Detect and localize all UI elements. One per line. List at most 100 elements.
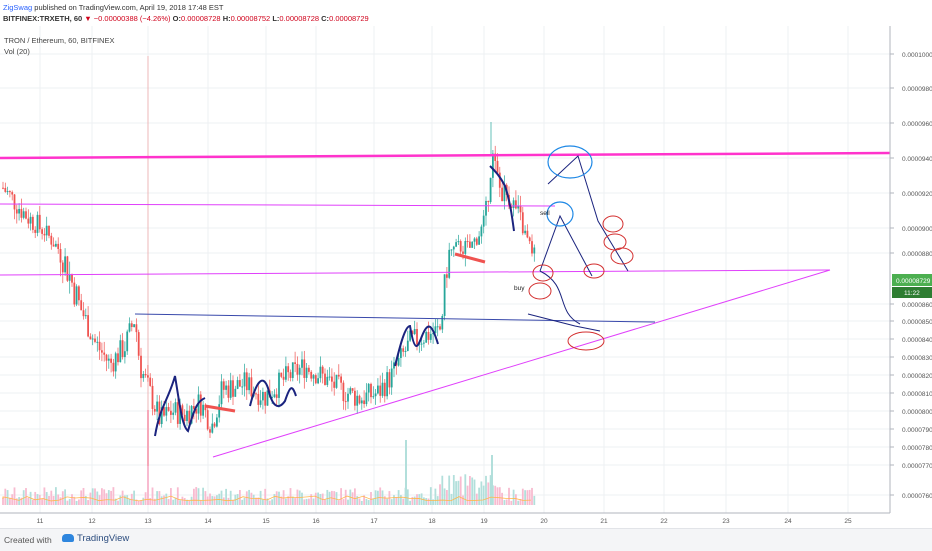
candle-body <box>510 206 513 209</box>
volume-bar <box>485 475 487 505</box>
volume-bar <box>82 487 85 505</box>
publisher-link[interactable]: ZigSwag <box>3 3 33 12</box>
volume-bar <box>174 497 177 505</box>
volume-bar <box>117 500 119 505</box>
volume-bar <box>75 500 78 505</box>
volume-spike <box>491 455 493 505</box>
time-tick-label: 24 <box>784 518 792 525</box>
red-scribble <box>454 252 486 264</box>
candle-body <box>153 408 156 412</box>
candle-body <box>25 211 27 219</box>
volume-bar <box>501 492 503 505</box>
volume-legend[interactable]: Vol (20) <box>4 47 30 56</box>
tradingview-brand[interactable]: TradingView <box>62 533 129 544</box>
volume-bar <box>317 492 319 505</box>
low-label: L: <box>272 14 280 23</box>
volume-bar <box>305 498 308 505</box>
volume-bar <box>425 498 428 505</box>
time-tick-label: 17 <box>370 518 378 525</box>
candle-body <box>512 200 515 209</box>
candle-body <box>409 330 411 341</box>
volume-bar <box>374 490 377 505</box>
volume-bar <box>135 499 138 505</box>
candle-body <box>232 380 234 397</box>
volume-bar <box>512 489 515 505</box>
volume-bar <box>324 499 326 505</box>
volume-bar <box>250 492 253 505</box>
volume-bar <box>27 497 30 505</box>
candle-body <box>402 348 405 352</box>
volume-bar <box>112 487 115 505</box>
candle-body <box>457 241 460 243</box>
volume-bar <box>220 490 223 505</box>
candle-body <box>114 353 117 372</box>
circle-marker-red <box>532 264 554 282</box>
high-value: 0.00008752 <box>230 14 271 23</box>
volume-bar <box>450 493 453 505</box>
projection-path <box>539 270 581 325</box>
created-with-text: Created with <box>4 535 52 545</box>
volume-bar <box>257 497 260 505</box>
candle-body <box>367 383 370 393</box>
volume-bar <box>418 494 421 505</box>
candle-body <box>158 401 161 425</box>
volume-bar <box>121 490 124 505</box>
volume-bar <box>471 477 474 505</box>
publish-info: ZigSwag published on TradingView.com, Ap… <box>3 3 223 12</box>
volume-bar <box>64 489 66 505</box>
candle-body <box>372 396 375 398</box>
time-axis[interactable]: 11 12 13 14 15 16 17 18 19 20 21 22 23 24 25 <box>0 512 890 525</box>
volume-bar <box>423 497 425 505</box>
volume-bar <box>496 487 499 505</box>
volume-bar <box>209 493 211 505</box>
candle-body <box>365 392 368 405</box>
candle-body <box>188 410 191 424</box>
candle-body <box>124 351 126 358</box>
volume-bar <box>365 498 368 505</box>
volume-bar <box>358 498 361 505</box>
volume-bar <box>289 488 292 505</box>
wave-scribble <box>154 375 206 437</box>
candle-body <box>303 359 306 378</box>
sell-annotation: sell <box>540 210 550 217</box>
countdown-label: 11:22 <box>904 290 920 297</box>
published-text: published on TradingView.com, April 19, … <box>32 3 224 12</box>
volume-bar <box>43 487 46 505</box>
high-label: H: <box>222 14 231 23</box>
volume-bar <box>268 500 271 505</box>
candle-body <box>66 256 69 281</box>
candle-body <box>526 230 529 238</box>
support-line <box>0 269 831 276</box>
volume-bar <box>32 499 34 505</box>
volume-bar <box>110 490 112 505</box>
volume-bar <box>469 475 471 505</box>
candle-body <box>206 410 209 430</box>
candle-body <box>413 328 416 335</box>
candle-body <box>239 380 241 387</box>
volume-bar <box>55 487 57 505</box>
time-tick-label: 13 <box>144 518 152 525</box>
volume-bar <box>50 490 53 505</box>
candle-body <box>87 315 89 337</box>
candle-body <box>331 376 333 382</box>
volume-bar <box>278 491 280 505</box>
candle-body <box>245 372 248 391</box>
candle-body <box>326 376 329 385</box>
volume-bar <box>508 487 510 505</box>
volume-bar <box>144 492 147 505</box>
candle-body <box>64 256 66 273</box>
volume-bar <box>181 496 184 505</box>
volume-bar <box>503 500 506 505</box>
symbol-legend[interactable]: TRON / Ethereum, 60, BITFINEX <box>4 36 115 45</box>
candle-body <box>20 208 23 218</box>
volume-bar <box>211 496 214 505</box>
volume-bar <box>34 491 37 505</box>
last-price-label: 0.00008729 <box>896 278 931 285</box>
volume-bar <box>464 474 467 505</box>
candle-body <box>278 372 280 398</box>
